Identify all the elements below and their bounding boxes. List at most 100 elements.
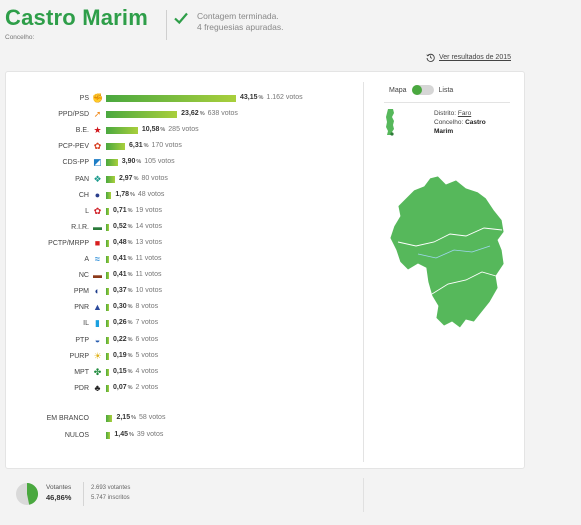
vote-count: 80 votos: [141, 174, 168, 182]
parties-row[interactable]: PS ✊ 43,15% 1.162 votos: [6, 91, 361, 107]
parties-row[interactable]: PPD/PSD ➚ 23,62% 638 votos: [6, 107, 361, 123]
result-value: 0,52% 14 votos: [113, 223, 162, 230]
municipality-name: Castro: [465, 119, 486, 126]
percent-sign: %: [127, 352, 133, 359]
party-name: A: [84, 256, 89, 263]
percent-sign: %: [127, 336, 133, 343]
result-bar: [106, 432, 111, 439]
parties-row[interactable]: IL ▮ 0,26% 7 votos: [6, 316, 361, 332]
voters-count: 2.693 votantes: [91, 485, 131, 491]
il-square-icon: ▮: [95, 318, 100, 329]
parties-row[interactable]: L ✿ 0,71% 19 votos: [6, 204, 361, 220]
parties-row[interactable]: R.I.R. ▬ 0,52% 14 votos: [6, 220, 361, 236]
page-title: Castro Marim: [5, 5, 148, 30]
history-link[interactable]: Ver resultados de 2015: [426, 53, 511, 62]
purp-sun-icon: ☀: [93, 350, 102, 361]
vote-count: 13 votos: [135, 238, 162, 246]
others-row[interactable]: NULOS 1,45% 39 votos: [6, 428, 361, 444]
parishes-status: 4 freguesias apuradas.: [197, 22, 284, 32]
percent-sign: %: [127, 239, 133, 246]
parties-row[interactable]: PPM ◐ 0,37% 10 votos: [6, 284, 361, 300]
rir-flag-icon: ▬: [93, 221, 102, 232]
vote-count: 105 votos: [144, 158, 175, 166]
pan-leaf-icon: ❖: [93, 173, 102, 184]
result-bar: [106, 239, 109, 247]
district-link[interactable]: Faro: [457, 110, 472, 117]
percent-sign: %: [127, 223, 133, 230]
registered-count: 5.747 inscritos: [91, 495, 130, 501]
party-name: PCTP/MRPP: [48, 239, 89, 247]
parties-row[interactable]: CDS-PP ◩ 3,90% 105 votos: [6, 155, 361, 171]
result-value: 0,48% 13 votos: [113, 239, 162, 246]
party-name: PTP: [75, 336, 89, 344]
result-bar: [106, 384, 109, 392]
percent-sign: %: [160, 127, 166, 134]
toggle-label-map: Mapa: [389, 86, 407, 94]
result-bar: [106, 191, 112, 199]
percentage: 0,52: [113, 222, 127, 230]
result-value: 1,45% 39 votos: [114, 431, 163, 438]
result-bar: [106, 127, 138, 135]
result-bar: [106, 415, 113, 422]
nc-badge-icon: ▬: [93, 270, 102, 281]
party-name: CDS-PP: [62, 159, 89, 167]
party-name: PDR: [74, 384, 89, 392]
result-value: 2,15% 58 votos: [116, 414, 165, 421]
percentage: 0,71: [113, 206, 127, 214]
livre-poppy-icon: ✿: [93, 205, 102, 216]
district-info: Distrito: Faro: [434, 110, 472, 117]
parties-row[interactable]: MPT ✤ 0,15% 4 votos: [6, 365, 361, 381]
parties-row[interactable]: PCP-PEV ✿ 6,31% 170 votos: [6, 139, 361, 155]
chega-badge-icon: ●: [94, 189, 101, 200]
vote-count: 19 votos: [135, 206, 162, 214]
municipality-map[interactable]: [386, 172, 526, 332]
parties-row[interactable]: PAN ❖ 2,97% 80 votos: [6, 172, 361, 188]
party-name: MPT: [74, 368, 89, 376]
result-bar: [106, 143, 125, 151]
result-value: 1,78% 48 votos: [115, 191, 164, 198]
result-bar: [106, 256, 109, 263]
ptp-swirl-icon: ◒: [94, 334, 101, 345]
parties-row[interactable]: CH ● 1,78% 48 votos: [6, 188, 361, 204]
parties-row[interactable]: A ≈0,41% 11 votos: [6, 252, 361, 268]
percentage: 2,97: [118, 174, 133, 182]
result-value: 0,41% 11 votos: [113, 255, 161, 262]
result-bar: [106, 368, 109, 376]
party-name: CH: [78, 191, 89, 199]
right-divider: [384, 102, 510, 103]
parties-row[interactable]: PTP ◒ 0,22% 6 votos: [6, 333, 361, 349]
percentage: 2,15: [116, 414, 131, 421]
panel-divider: [363, 82, 364, 462]
parties-row[interactable]: NC ▬ 0,41% 11 votos: [6, 268, 361, 284]
percent-sign: %: [128, 432, 134, 438]
vote-count: 14 votos: [135, 222, 162, 230]
parties-row[interactable]: PNR ▲ 0,30% 8 votos: [6, 300, 361, 316]
others-row[interactable]: EM BRANCO 2,15% 58 votos: [6, 411, 361, 427]
view-toggle[interactable]: Mapa Lista: [389, 85, 453, 95]
result-bar: [106, 111, 178, 119]
party-name: L: [85, 207, 89, 215]
party-name: NC: [78, 272, 89, 280]
result-value: 0,71% 19 votos: [113, 207, 162, 214]
parties-row[interactable]: PCTP/MRPP ■ 0,48% 13 votos: [6, 236, 361, 252]
vote-count: 638 votos: [207, 110, 238, 118]
vote-count: 8 votos: [135, 303, 159, 311]
party-name: B.E.: [75, 127, 89, 135]
mpt-clover-icon: ✤: [93, 366, 102, 377]
percent-sign: %: [131, 415, 136, 421]
parties-row[interactable]: B.E. ★ 10,58% 285 votos: [6, 123, 361, 139]
result-value: 0,19% 5 votos: [113, 352, 158, 359]
footer-vertical-divider: [363, 478, 364, 512]
result-bar: [106, 207, 109, 215]
result-bar: [106, 272, 109, 280]
result-value: 0,41% 11 votos: [113, 271, 161, 278]
map-list-switch[interactable]: [411, 85, 434, 95]
parties-row[interactable]: PURP ☀ 0,19% 5 votos: [6, 349, 361, 365]
parties-row[interactable]: PDR ♣ 0,07% 2 votos: [6, 381, 361, 397]
percentage: 6,31: [129, 142, 143, 150]
percentage: 3,90: [121, 158, 136, 166]
result-bar: [106, 159, 118, 167]
vote-count: 170 votos: [151, 142, 182, 150]
toggle-label-list: Lista: [438, 86, 454, 94]
percent-sign: %: [127, 207, 133, 214]
